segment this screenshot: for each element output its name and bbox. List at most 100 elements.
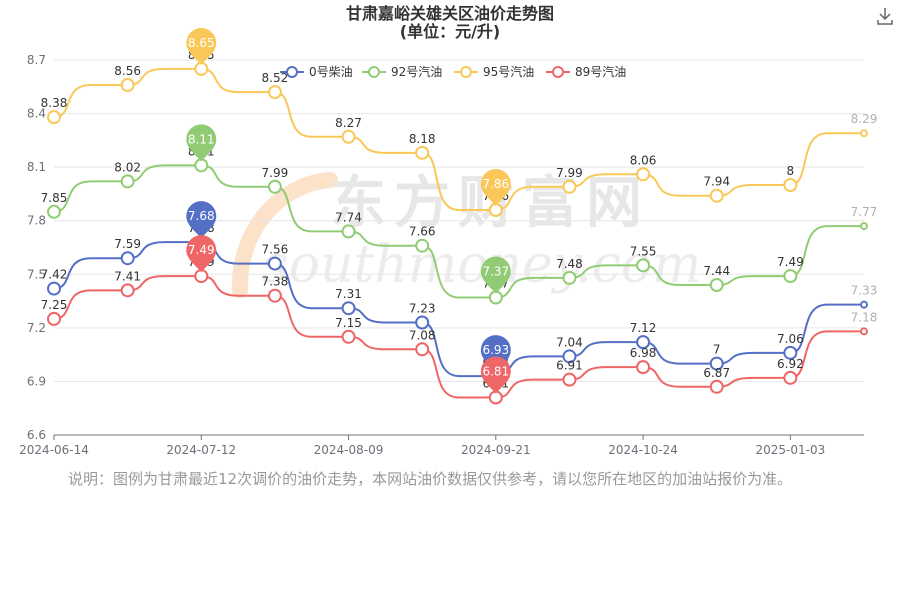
data-label: 6.98 bbox=[630, 346, 657, 360]
data-point bbox=[341, 129, 356, 144]
download-icon-glyph bbox=[877, 8, 893, 25]
data-label: 7.99 bbox=[262, 166, 289, 180]
extreme-pin-label: 7.49 bbox=[188, 243, 215, 257]
data-label: 8 bbox=[787, 164, 795, 178]
data-label: 7.06 bbox=[777, 332, 804, 346]
data-label: 6.87 bbox=[703, 366, 730, 380]
data-point bbox=[783, 178, 798, 192]
data-point bbox=[709, 188, 724, 203]
data-point bbox=[267, 256, 282, 271]
data-point bbox=[120, 283, 135, 298]
download-icon[interactable] bbox=[874, 5, 896, 27]
data-point bbox=[415, 145, 430, 160]
series-line bbox=[53, 241, 864, 378]
data-point bbox=[267, 85, 282, 100]
y-tick-label: 7.8 bbox=[27, 214, 46, 228]
data-point bbox=[860, 300, 868, 309]
axes: 6.6 6.9 7.2 7.5 7.8 8.1 8.4 8.7 2024-06-14 2024-0… bbox=[19, 53, 864, 457]
data-point bbox=[47, 311, 61, 326]
extreme-pin-label: 7.68 bbox=[188, 209, 215, 223]
data-point bbox=[783, 269, 798, 284]
data-point bbox=[709, 379, 724, 394]
data-label: 7.77 bbox=[851, 205, 878, 219]
data-point bbox=[415, 238, 430, 253]
data-label: 7.59 bbox=[114, 237, 141, 251]
x-tick-label: 2025-01-03 bbox=[755, 443, 825, 457]
watermark-swoosh bbox=[231, 172, 338, 298]
data-point bbox=[341, 224, 356, 239]
data-label: 7.55 bbox=[630, 244, 657, 258]
y-tick-label: 8.1 bbox=[27, 160, 46, 174]
data-label: 7.74 bbox=[335, 210, 362, 224]
data-label: 7.08 bbox=[409, 328, 436, 342]
extreme-pin bbox=[186, 27, 217, 65]
data-label: 8.02 bbox=[114, 160, 141, 174]
data-label: 7.25 bbox=[41, 298, 68, 312]
extreme-pin-label: 8.11 bbox=[188, 132, 215, 146]
data-point bbox=[709, 356, 724, 371]
data-point bbox=[267, 288, 282, 303]
data-label: 8.06 bbox=[630, 153, 657, 167]
data-label: 7.56 bbox=[262, 243, 289, 257]
data-label: 8.38 bbox=[41, 96, 68, 110]
data-point bbox=[709, 278, 724, 292]
extreme-pin bbox=[186, 235, 217, 273]
data-label: 8.27 bbox=[335, 116, 362, 130]
grid-lines bbox=[54, 59, 864, 382]
y-tick-label: 6.6 bbox=[27, 428, 46, 442]
data-point bbox=[860, 327, 868, 336]
data-label: 7.49 bbox=[777, 255, 804, 269]
y-tick-label: 7.2 bbox=[27, 321, 46, 335]
legend-item-label: 89号汽油 bbox=[575, 64, 626, 79]
data-label: 7.85 bbox=[41, 191, 68, 205]
extreme-pin-label: 7.86 bbox=[482, 177, 509, 191]
extreme-pin-label: 7.37 bbox=[482, 265, 509, 279]
data-label: 7.99 bbox=[556, 166, 583, 180]
data-point bbox=[341, 329, 356, 344]
data-label: 8.18 bbox=[409, 132, 436, 146]
data-label: 7.31 bbox=[335, 287, 362, 301]
data-point bbox=[47, 204, 61, 219]
data-label: 6.91 bbox=[556, 359, 583, 373]
data-point bbox=[120, 174, 135, 189]
extreme-pin bbox=[186, 201, 217, 239]
data-point bbox=[860, 222, 868, 231]
chart-subtitle: (单位：元/升) bbox=[399, 22, 501, 41]
data-label: 7.94 bbox=[703, 175, 730, 189]
data-label: 6.92 bbox=[777, 357, 804, 371]
data-label: 7.66 bbox=[409, 225, 436, 239]
data-label: 7 bbox=[713, 343, 721, 357]
data-point bbox=[562, 270, 577, 285]
data-label: 7.15 bbox=[335, 316, 362, 330]
data-point bbox=[341, 301, 356, 316]
extreme-pin bbox=[480, 169, 511, 206]
extreme-pin bbox=[480, 256, 511, 294]
data-label: 7.23 bbox=[409, 302, 436, 316]
data-label: 8.29 bbox=[851, 112, 878, 126]
legend-item-label: 95号汽油 bbox=[483, 64, 534, 79]
x-tick-label: 2024-08-09 bbox=[314, 443, 384, 457]
x-tick-label: 2024-09-21 bbox=[461, 443, 531, 457]
data-label: 7.41 bbox=[114, 269, 141, 283]
extreme-pin-label: 6.81 bbox=[482, 365, 509, 379]
y-tick-label: 8.4 bbox=[27, 107, 46, 121]
data-label: 7.42 bbox=[41, 268, 68, 282]
chart-title: 甘肃嘉峪关雄关区油价走势图 bbox=[345, 4, 554, 23]
x-tick-label: 2024-06-14 bbox=[19, 443, 89, 457]
extreme-pin-label: 6.93 bbox=[482, 343, 509, 357]
data-point bbox=[267, 179, 282, 194]
data-point bbox=[47, 110, 61, 125]
legend-marker-dot bbox=[552, 66, 564, 78]
series-line bbox=[53, 164, 864, 299]
legend[interactable]: 0号柴油 92号汽油 95号汽油 89号汽油 bbox=[280, 64, 626, 79]
extreme-pin bbox=[186, 124, 217, 162]
legend-item-label: 0号柴油 bbox=[309, 65, 353, 79]
data-label: 7.12 bbox=[630, 321, 657, 335]
data-label: 7.18 bbox=[851, 310, 878, 324]
data-point bbox=[47, 281, 61, 296]
data-point bbox=[783, 370, 798, 385]
data-label: 7.44 bbox=[703, 264, 730, 278]
x-tick-label: 2024-10-24 bbox=[608, 443, 678, 457]
data-label: 8.52 bbox=[262, 71, 289, 85]
